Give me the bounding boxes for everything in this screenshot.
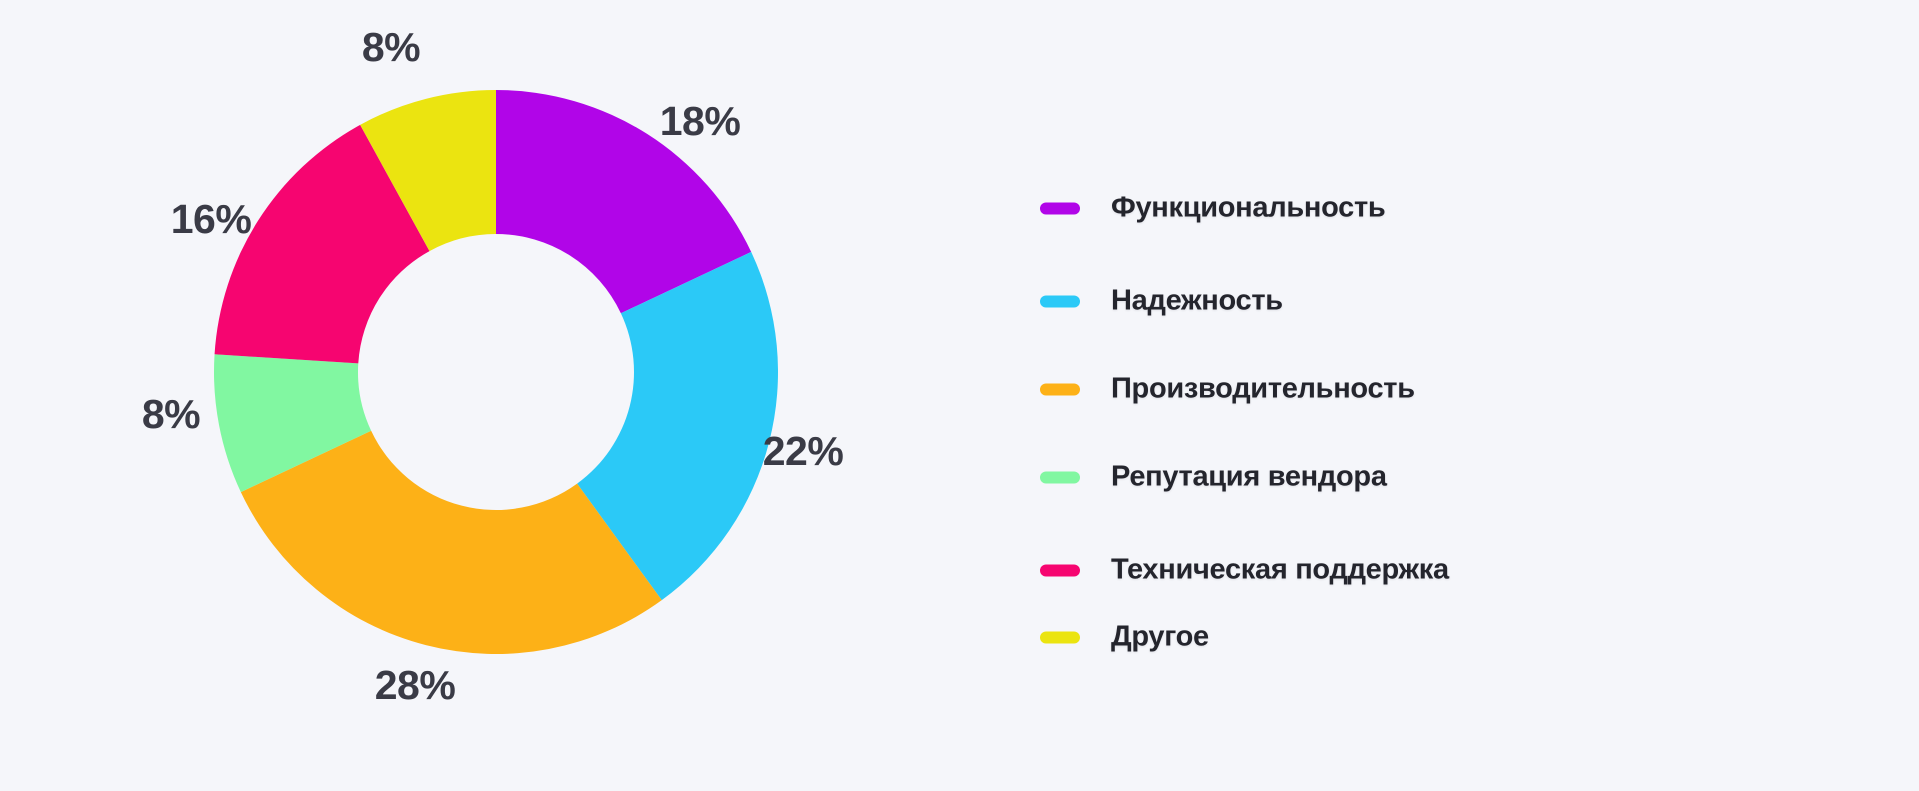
donut-slices [213, 90, 778, 654]
donut-slice[interactable] [213, 354, 372, 493]
legend: Функциональность Надежность Производительн… [1040, 0, 1600, 791]
legend-swatch [1040, 383, 1080, 395]
slice-percent-label: 28% [375, 662, 456, 708]
legend-item-label: Другое [1111, 620, 1209, 653]
legend-item-label: Репутация вендора [1111, 460, 1387, 493]
legend-item[interactable]: Производительность [1040, 373, 1415, 406]
donut-slice[interactable] [360, 90, 496, 252]
legend-swatch [1040, 471, 1080, 483]
legend-item[interactable]: Функциональность [1040, 191, 1386, 225]
donut-slice[interactable] [577, 251, 778, 601]
slice-percent-label: 16% [171, 196, 252, 242]
legend-item-label: Техническая поддержка [1111, 553, 1449, 586]
slice-percent-label: 22% [763, 428, 844, 474]
legend-item[interactable]: Репутация вендора [1040, 461, 1387, 494]
slice-percent-label: 8% [142, 391, 200, 437]
donut-slice[interactable] [496, 90, 752, 314]
donut-slice[interactable] [214, 124, 430, 364]
legend-item[interactable]: Техническая поддержка [1040, 554, 1449, 587]
legend-swatch [1040, 202, 1080, 214]
legend-swatch [1040, 564, 1080, 576]
legend-item[interactable]: Другое [1040, 621, 1209, 654]
legend-item-label: Надежность [1111, 284, 1283, 317]
slice-percent-labels: 18% 22% 28% 8% 16% 8% [142, 24, 844, 708]
legend-item[interactable]: Надежность [1040, 285, 1283, 318]
donut-slice[interactable] [240, 430, 662, 654]
slice-percent-label: 18% [660, 98, 741, 144]
legend-item-label: Функциональность [1111, 191, 1386, 224]
slice-percent-label: 8% [362, 24, 420, 70]
legend-swatch [1040, 295, 1080, 307]
legend-swatch [1040, 631, 1080, 643]
legend-item-label: Производительность [1111, 372, 1415, 405]
